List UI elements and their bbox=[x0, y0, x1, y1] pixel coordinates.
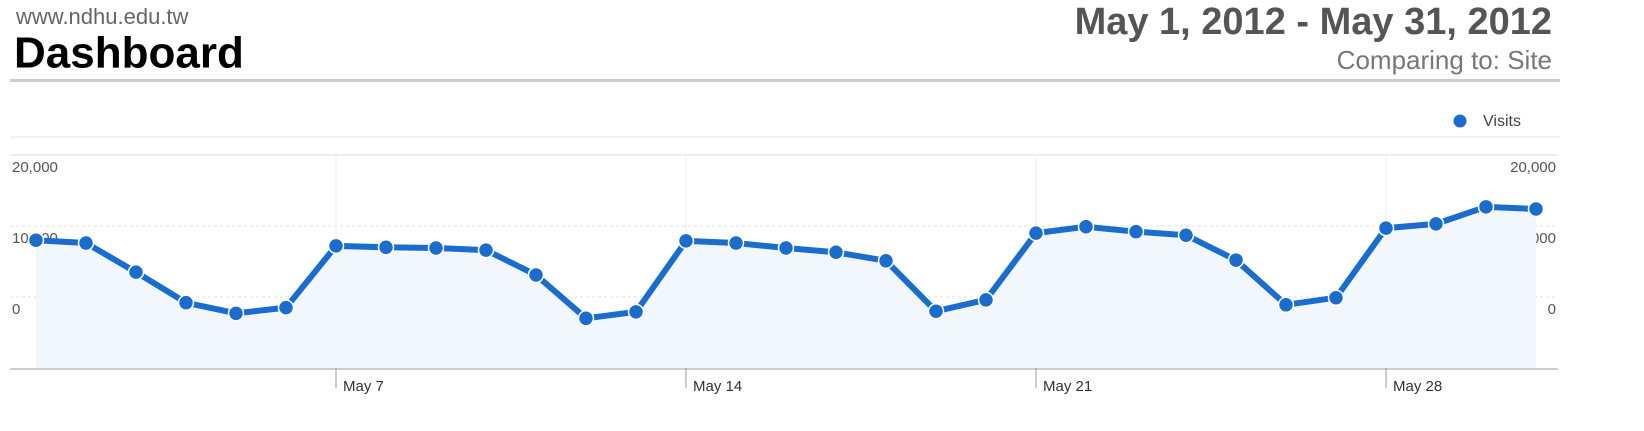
point bbox=[477, 241, 495, 259]
point bbox=[1327, 289, 1345, 306]
date-range[interactable]: May 1, 2012 - May 31, 2012 bbox=[1075, 1, 1552, 43]
point bbox=[1227, 251, 1245, 269]
point bbox=[577, 310, 595, 327]
point bbox=[1077, 218, 1095, 235]
site-name: www.ndhu.edu.tw bbox=[15, 4, 189, 29]
x-tick-label: May 21 bbox=[1043, 378, 1092, 395]
point bbox=[1027, 224, 1045, 242]
area bbox=[36, 206, 1536, 368]
y-tick-label: 0 bbox=[1548, 301, 1556, 318]
point bbox=[827, 244, 845, 261]
point bbox=[1127, 223, 1145, 240]
x-tick-label: May 28 bbox=[1393, 378, 1442, 395]
point bbox=[1177, 226, 1195, 244]
point bbox=[977, 291, 995, 309]
point bbox=[377, 239, 395, 256]
point bbox=[527, 266, 545, 284]
y-tick-label: 20,000 bbox=[1510, 159, 1556, 176]
point bbox=[1377, 219, 1395, 237]
point bbox=[77, 234, 95, 252]
legend-label: Visits bbox=[1483, 113, 1521, 130]
point bbox=[627, 303, 645, 321]
point bbox=[27, 231, 45, 249]
point bbox=[877, 252, 895, 270]
x-tick-label: May 14 bbox=[693, 378, 742, 395]
point bbox=[927, 302, 945, 320]
x-tick-label: May 7 bbox=[343, 378, 384, 395]
point bbox=[127, 263, 145, 281]
header-rule bbox=[10, 79, 1560, 82]
point bbox=[327, 237, 345, 255]
point bbox=[1477, 198, 1495, 216]
point bbox=[227, 305, 245, 322]
point bbox=[727, 234, 745, 252]
page-title: Dashboard bbox=[14, 29, 244, 78]
point bbox=[277, 299, 295, 316]
point bbox=[1277, 296, 1295, 314]
point bbox=[1427, 215, 1445, 233]
y-tick-label: 20,000 bbox=[12, 159, 58, 176]
point bbox=[677, 232, 695, 250]
legend-marker bbox=[1453, 114, 1467, 128]
y-tick-label: 0 bbox=[12, 301, 20, 318]
point bbox=[177, 294, 195, 311]
point bbox=[1527, 200, 1545, 218]
comparing: Comparing to: Site bbox=[1337, 45, 1552, 75]
point bbox=[777, 239, 795, 257]
point bbox=[427, 239, 445, 257]
